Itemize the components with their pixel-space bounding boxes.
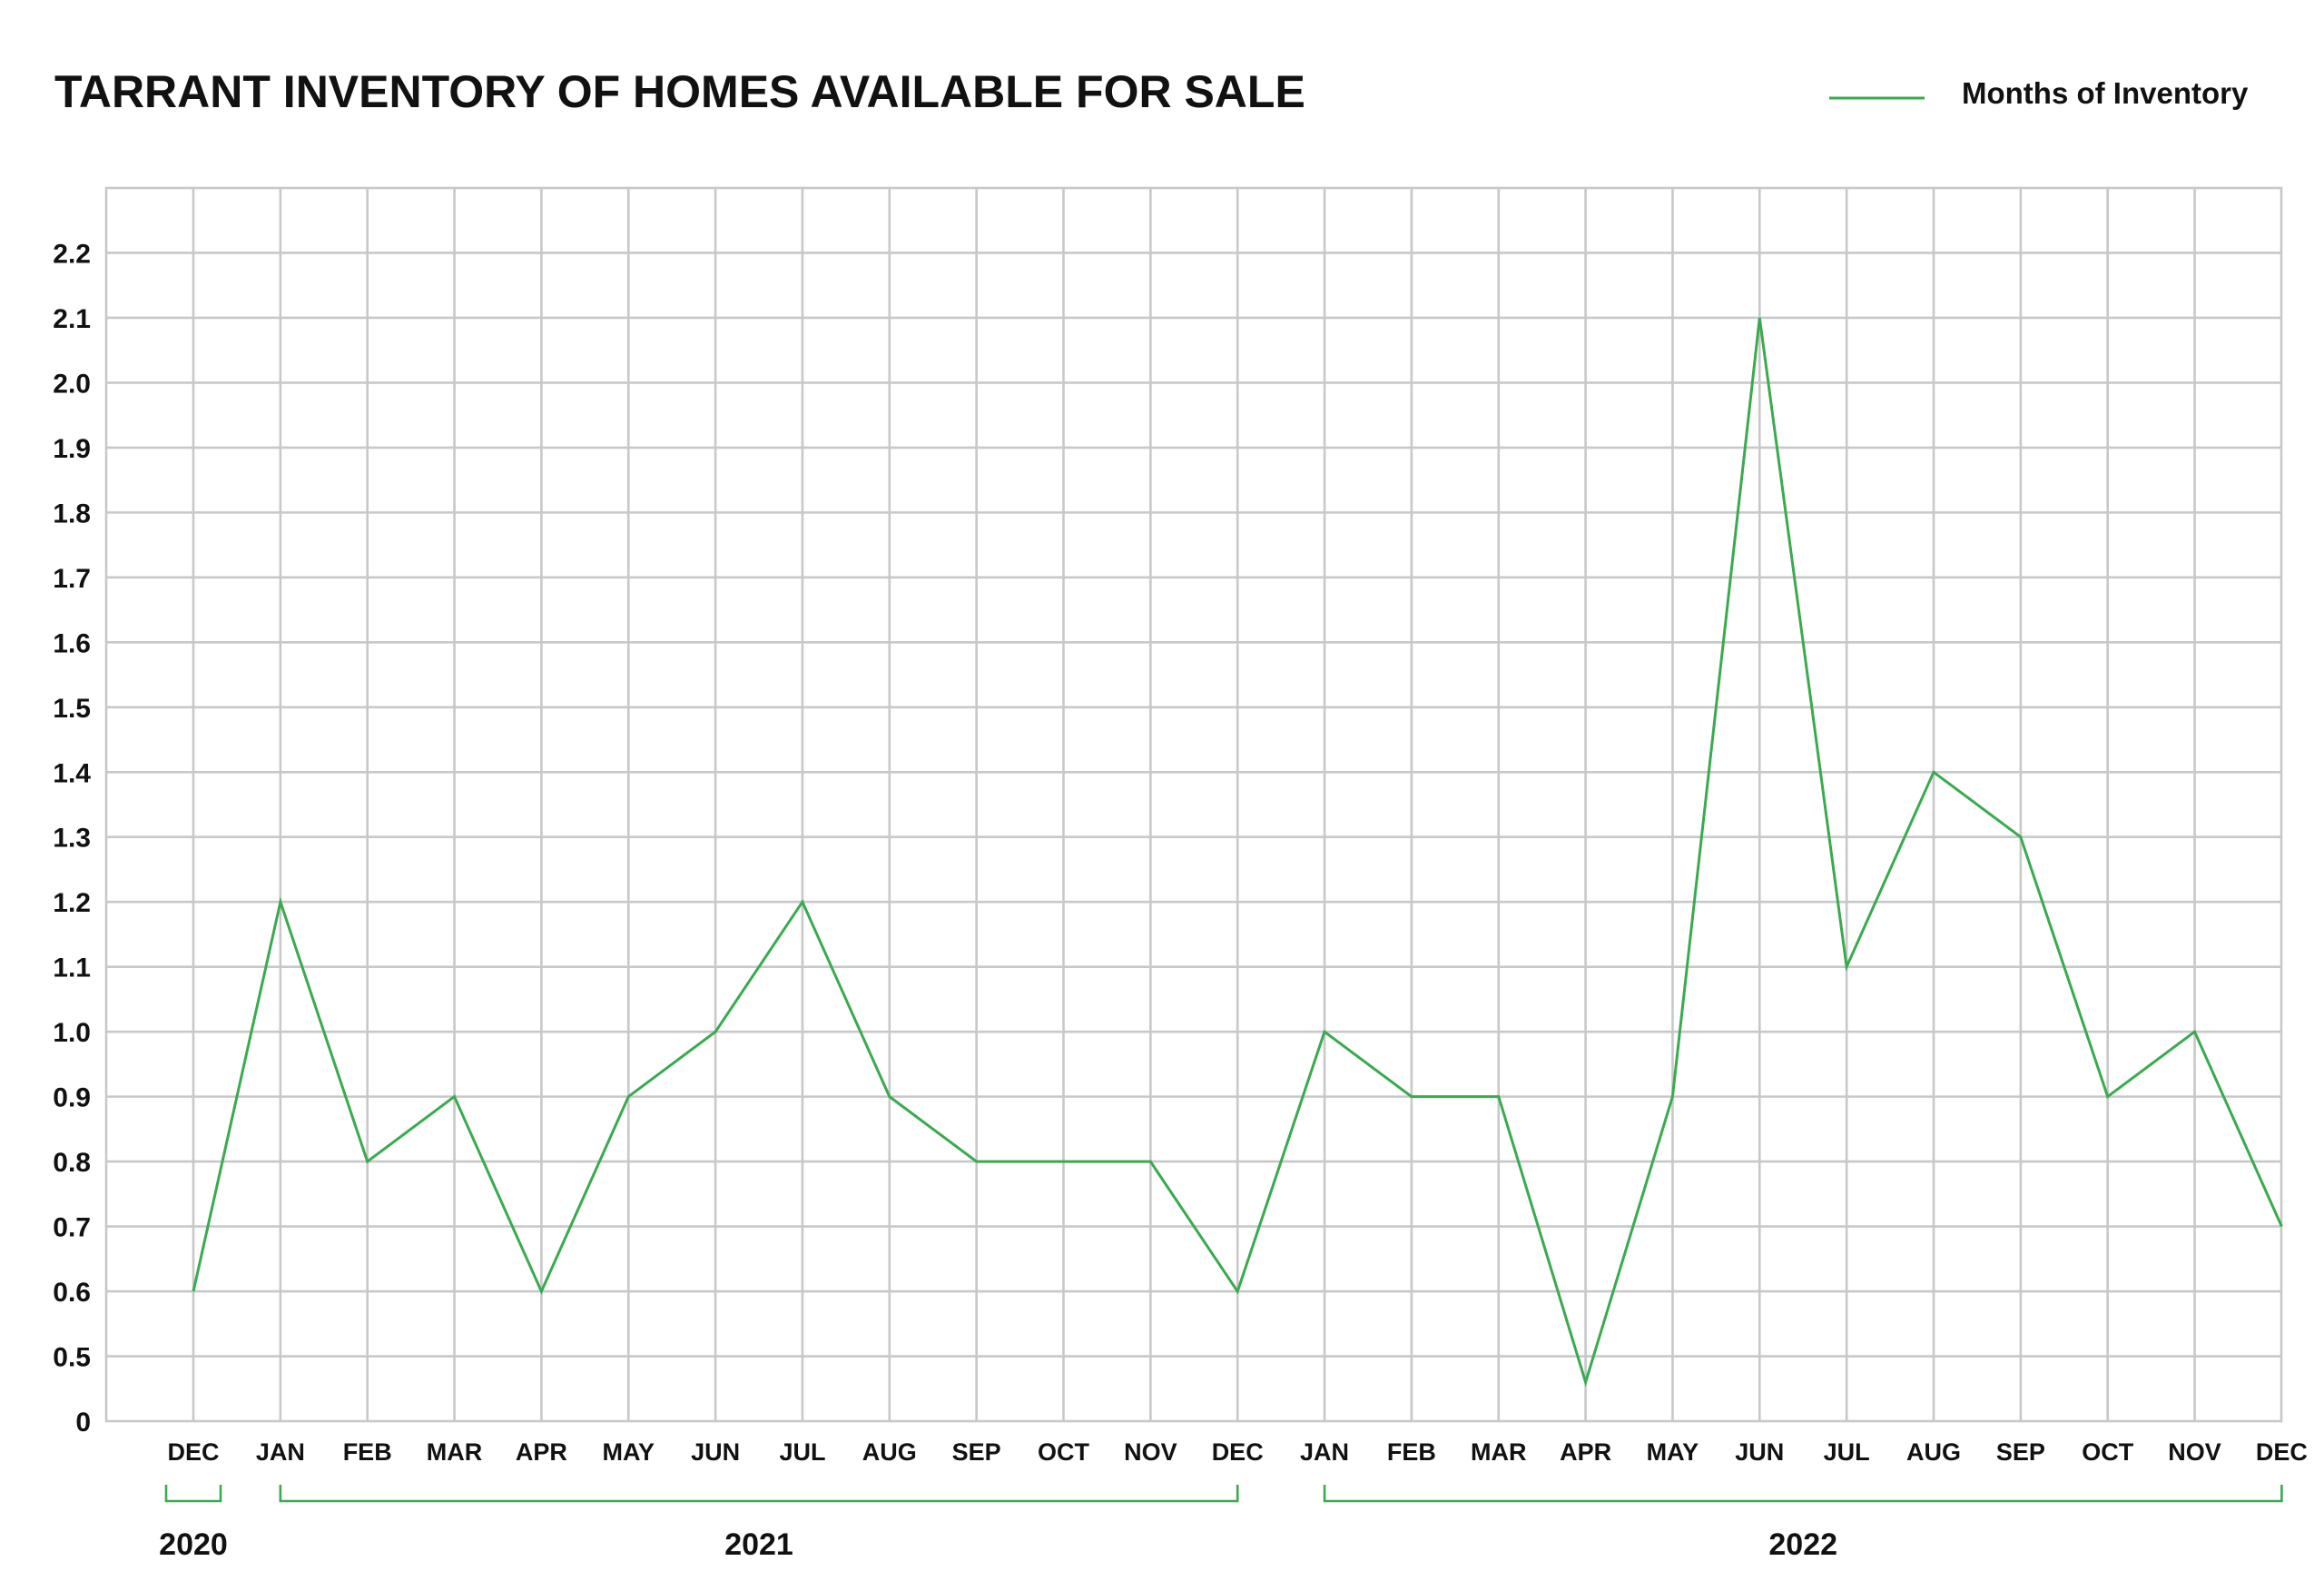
x-tick-label: MAR [427,1438,483,1466]
x-tick-label: MAY [1647,1438,1699,1466]
y-tick-label: 0.8 [53,1148,91,1178]
x-tick-label: SEP [1996,1438,2045,1466]
y-tick-label: 1.6 [53,628,91,658]
x-tick-label: JUN [691,1438,740,1466]
x-tick-label: APR [516,1438,567,1466]
plot-border [104,186,2283,1423]
x-tick-label: JUN [1735,1438,1784,1466]
x-tick-label: NOV [2168,1438,2221,1466]
y-tick-label: 2.2 [53,239,91,269]
year-bracket [164,1485,222,1503]
year-label: 2020 [159,1527,228,1562]
x-tick-label: DEC [167,1438,219,1466]
x-tick-label: SEP [952,1438,1001,1466]
x-tick-label: FEB [1387,1438,1436,1466]
legend-label: Months of Inventory [1962,76,2249,110]
year-bracket [1323,1485,2283,1503]
y-tick-label: 1.7 [53,564,91,594]
y-tick-label: 1.3 [53,824,91,854]
y-tick-label: 1.0 [53,1018,91,1048]
x-tick-label: MAY [602,1438,655,1466]
legend: Months of Inventory [1829,76,2249,110]
x-tick-label: JUL [779,1438,825,1466]
y-tick-label: 1.4 [53,758,91,788]
x-tick-label: NOV [1124,1438,1177,1466]
y-tick-label: 0.6 [53,1278,91,1308]
x-tick-label: JUL [1824,1438,1870,1466]
y-tick-label: 0.9 [53,1083,91,1113]
y-tick-label: 1.2 [53,888,91,918]
x-tick-label: AUG [1906,1438,1961,1466]
year-label: 2022 [1768,1527,1837,1562]
series [192,317,2283,1388]
x-tick-label: JAN [1300,1438,1349,1466]
year-groups: 2020 2021 2022 [159,1485,2283,1562]
y-tick-label: 2.0 [53,369,91,399]
y-tick-label: 0.5 [53,1343,91,1373]
x-tick-label: OCT [1038,1438,1090,1466]
x-tick-label: DEC [2256,1438,2308,1466]
x-tick-label: JAN [256,1438,305,1466]
y-tick-label: 0.7 [53,1213,91,1243]
y-tick-label: 1.9 [53,434,91,464]
chart-title: TARRANT INVENTORY OF HOMES AVAILABLE FOR… [54,66,1305,117]
x-axis-ticks: DEC JAN FEB MAR APR MAY JUN JUL AUG SEP OCT NOV DEC J… [167,1438,2307,1466]
y-tick-label: 1.8 [53,499,91,529]
x-tick-label: APR [1560,1438,1611,1466]
year-bracket [279,1485,1239,1503]
x-tick-label: OCT [2082,1438,2134,1466]
x-tick-label: FEB [343,1438,392,1466]
year-label: 2021 [724,1527,793,1562]
y-axis-ticks: 0 0.5 0.6 0.7 0.8 0.9 1.0 1.1 1.2 1.3 1.4 1.5 1.6 1.7… [53,239,91,1438]
x-tick-label: AUG [862,1438,917,1466]
y-tick-label: 0 [75,1408,91,1438]
y-tick-label: 2.1 [53,304,91,334]
y-tick-label: 1.1 [53,953,91,983]
x-tick-label: MAR [1471,1438,1527,1466]
grid [104,186,2283,1423]
x-tick-label: DEC [1212,1438,1264,1466]
y-tick-label: 1.5 [53,694,91,724]
